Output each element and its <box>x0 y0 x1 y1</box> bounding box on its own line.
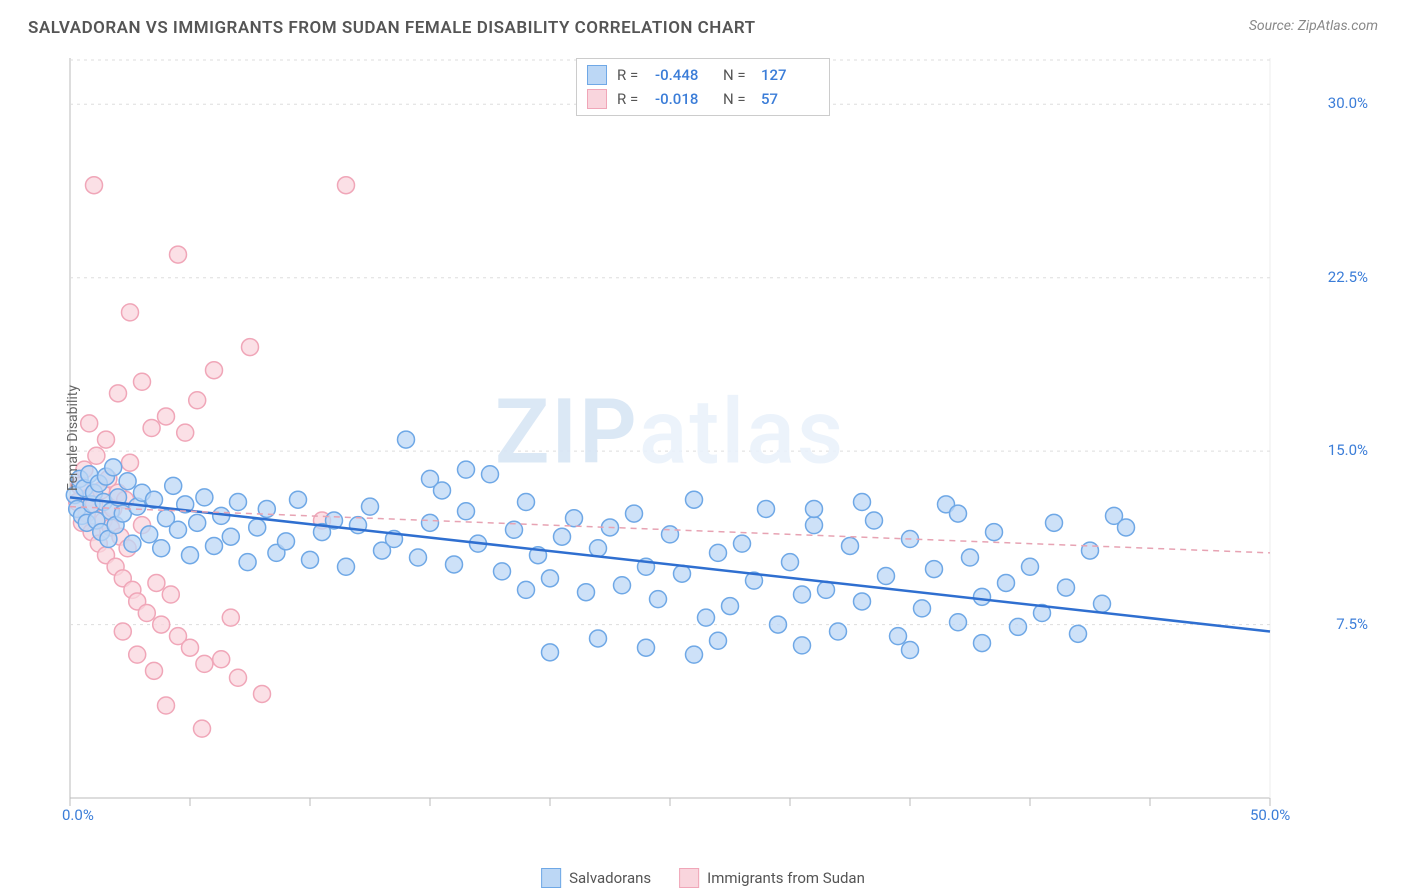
x-origin-label: 0.0% <box>62 806 94 824</box>
scatter-plot: ZIPatlas <box>60 48 1350 828</box>
n-label: N = <box>723 66 751 84</box>
legend-item-1: Immigrants from Sudan <box>679 868 865 888</box>
n-value-0: 127 <box>761 66 819 84</box>
legend-row-series-1: R = -0.018 N = 57 <box>587 87 819 111</box>
r-value-1: -0.018 <box>655 90 713 108</box>
legend-row-series-0: R = -0.448 N = 127 <box>587 63 819 87</box>
r-value-0: -0.448 <box>655 66 713 84</box>
chart-title: SALVADORAN VS IMMIGRANTS FROM SUDAN FEMA… <box>28 18 756 38</box>
svg-text:ZIPatlas: ZIPatlas <box>495 380 845 485</box>
x-end-label: 50.0% <box>1250 806 1290 824</box>
swatch-series-0 <box>587 65 607 85</box>
legend-item-0: Salvadorans <box>541 868 651 888</box>
n-label: N = <box>723 90 751 108</box>
swatch-series-1b <box>679 868 699 888</box>
series-name-1: Immigrants from Sudan <box>707 869 865 887</box>
y-axis-label: Female Disability <box>65 385 81 491</box>
r-label: R = <box>617 66 645 84</box>
r-label: R = <box>617 90 645 108</box>
swatch-series-0b <box>541 868 561 888</box>
swatch-series-1 <box>587 89 607 109</box>
y-tick-label: 15.0% <box>1328 441 1368 459</box>
source-label: Source: ZipAtlas.com <box>1249 18 1378 34</box>
series-legend: Salvadorans Immigrants from Sudan <box>541 868 865 888</box>
correlation-legend: R = -0.448 N = 127 R = -0.018 N = 57 <box>576 58 830 116</box>
n-value-1: 57 <box>761 90 819 108</box>
chart-wrap: Female Disability ZIPatlas 7.5% 15.0% 22.5… <box>60 48 1366 828</box>
y-tick-label: 7.5% <box>1336 615 1368 633</box>
y-tick-label: 22.5% <box>1328 268 1368 286</box>
series-name-0: Salvadorans <box>569 869 651 887</box>
y-tick-label: 30.0% <box>1328 94 1368 112</box>
